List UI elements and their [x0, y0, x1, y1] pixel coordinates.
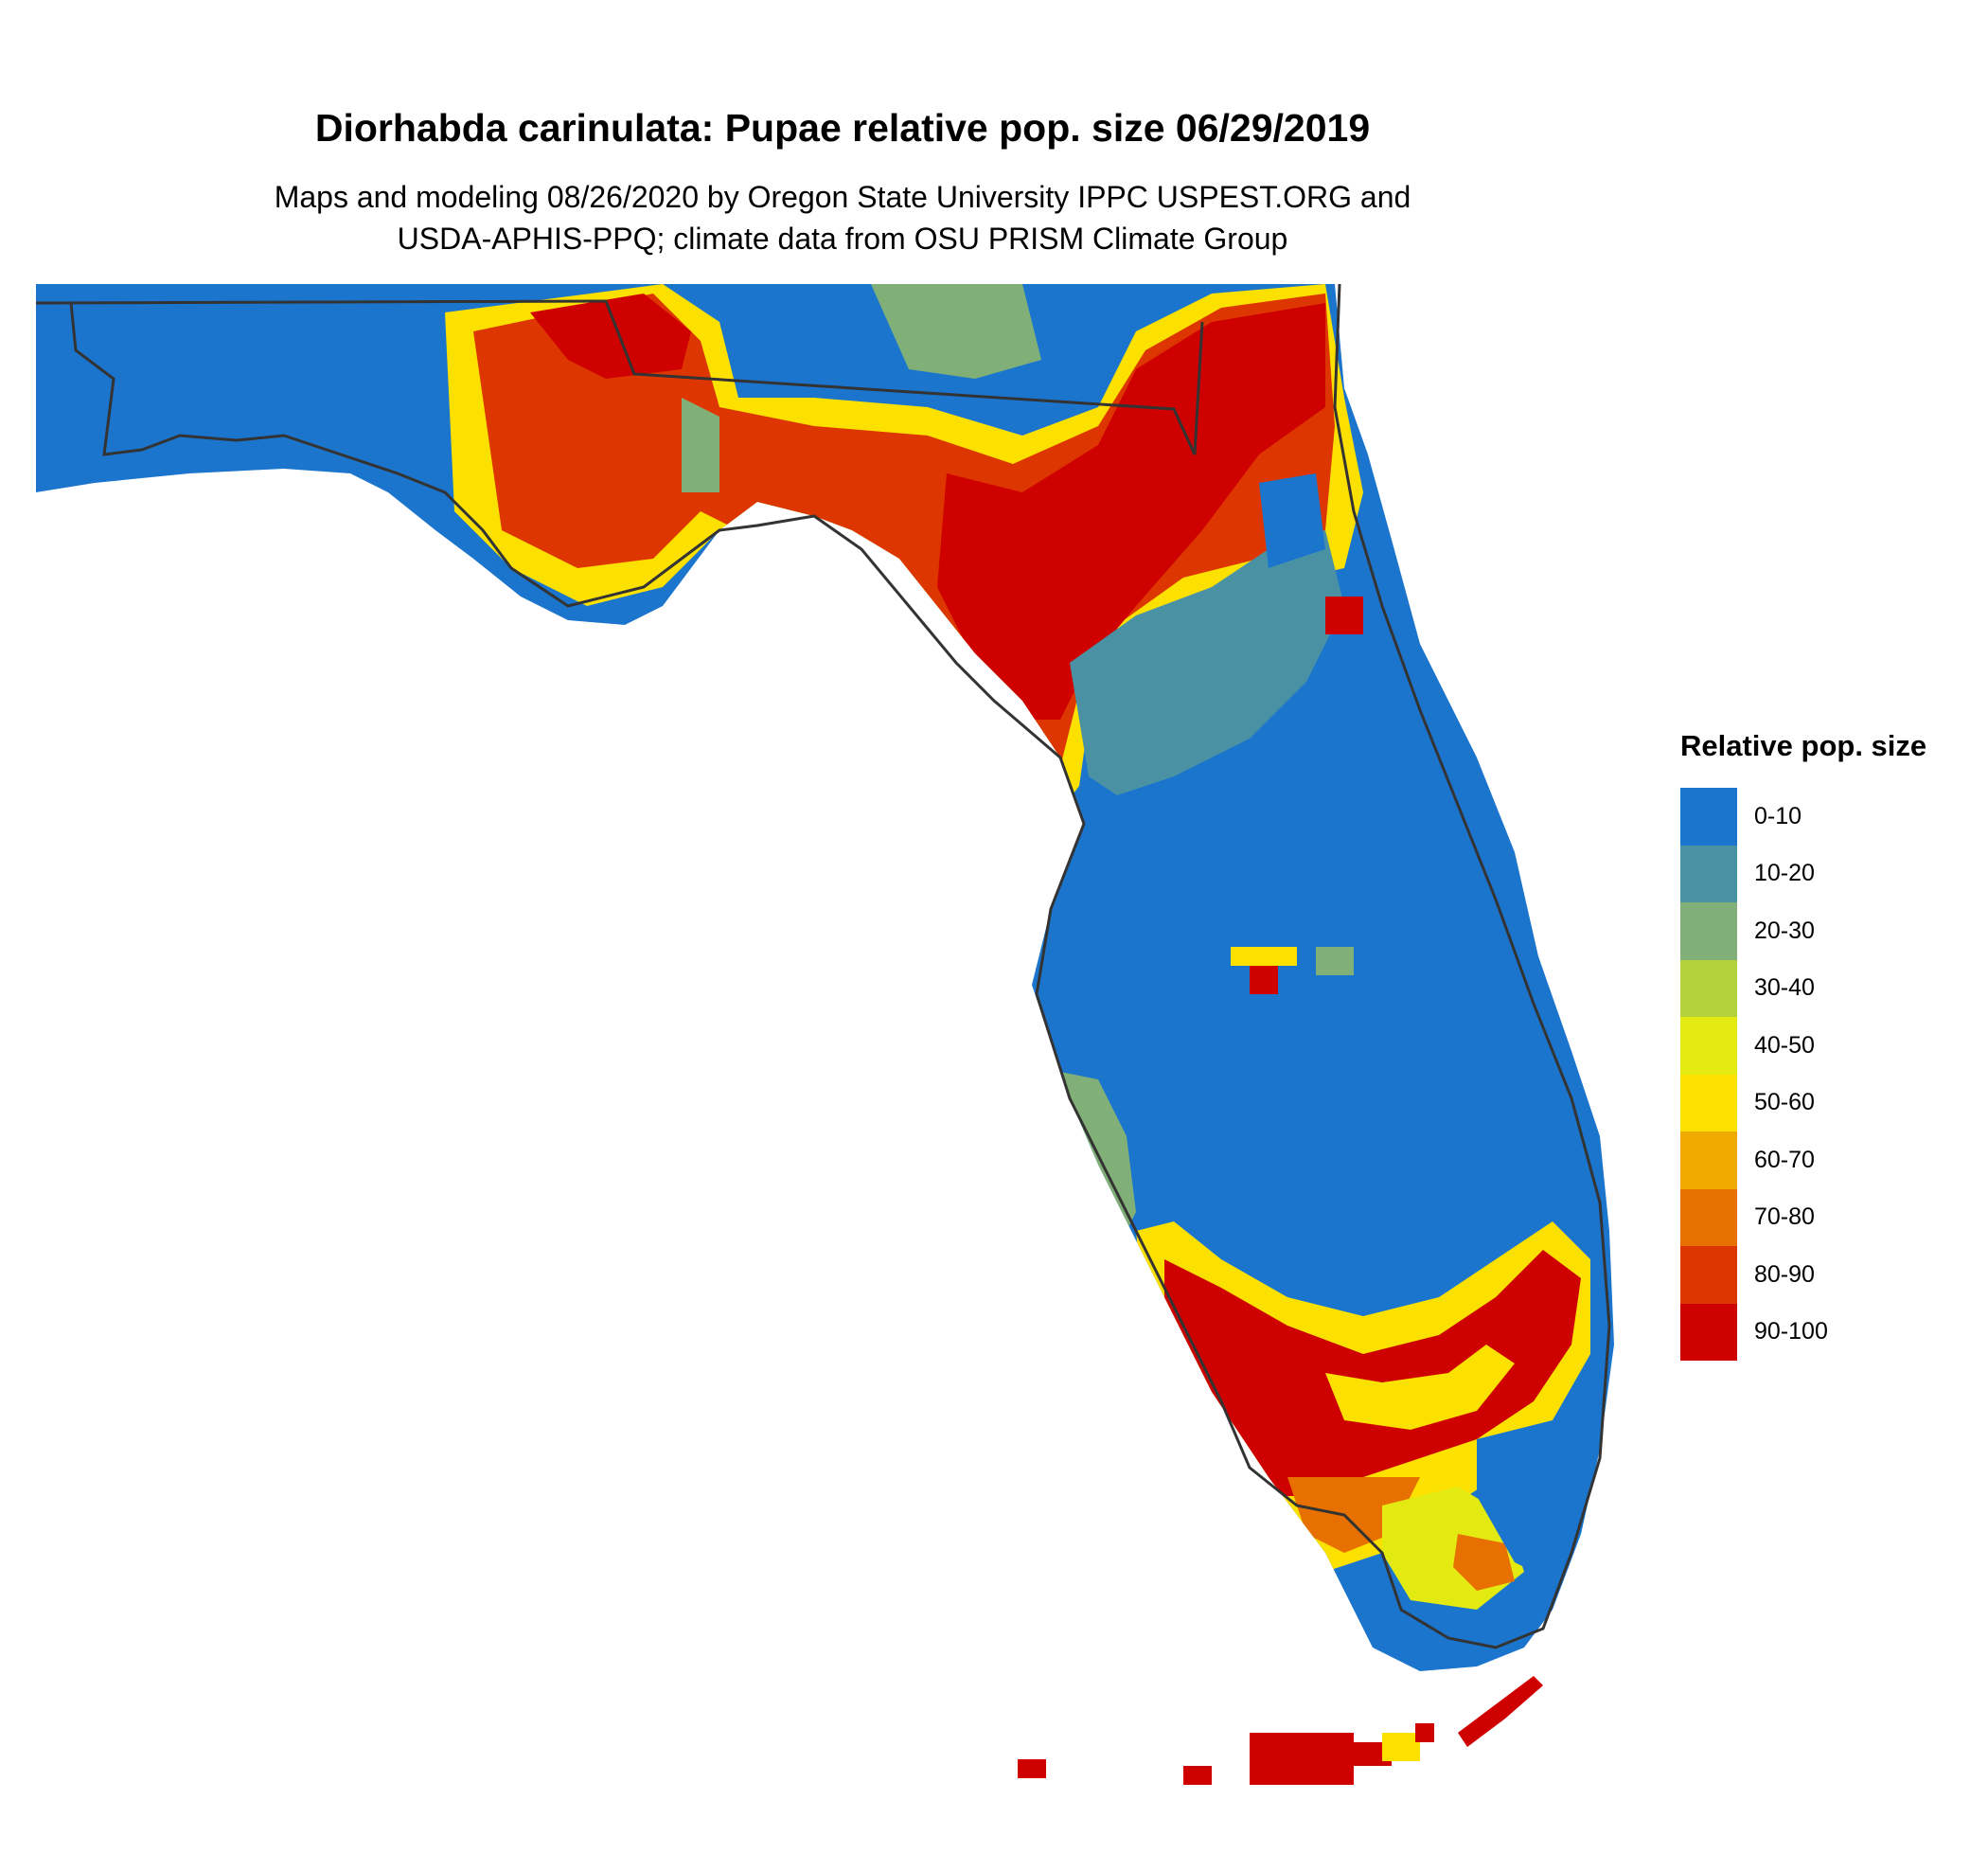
map-legend: Relative pop. size 0-10 10-20 20-30 30-40 40…	[1680, 729, 1926, 1361]
legend-swatch	[1680, 1017, 1737, 1075]
legend-label: 70-80	[1754, 1203, 1815, 1231]
legend-label: 80-90	[1754, 1260, 1815, 1288]
raster-band-0-10	[1259, 473, 1325, 568]
key-island	[1458, 1676, 1543, 1747]
legend-swatch	[1680, 1132, 1737, 1189]
subtitle-line-1: Maps and modeling 08/26/2020 by Oregon S…	[274, 180, 1411, 214]
map-title: Diorhabda carinulata: Pupae relative pop…	[314, 106, 1371, 150]
legend-item: 90-100	[1680, 1303, 1926, 1361]
legend-label: 10-20	[1754, 860, 1815, 887]
key-island	[1382, 1733, 1420, 1761]
legend-item: 0-10	[1680, 788, 1926, 846]
legend-label: 30-40	[1754, 974, 1815, 1002]
legend-swatch	[1680, 1074, 1737, 1132]
boundary-lines	[35, 283, 1611, 1649]
legend-item: 40-50	[1680, 1017, 1926, 1075]
legend-item: 20-30	[1680, 902, 1926, 960]
raster-band-20-30	[871, 284, 1041, 379]
state-border	[35, 299, 1204, 455]
key-island	[1415, 1723, 1434, 1742]
legend-swatch	[1680, 1303, 1737, 1361]
coastline	[69, 283, 1611, 1649]
florida-keys	[1018, 1676, 1543, 1785]
legend-swatch	[1680, 788, 1737, 846]
legend-label: 40-50	[1754, 1031, 1815, 1059]
legend-items: 0-10 10-20 20-30 30-40 40-50 50-60 60-70 70-80 8…	[1680, 788, 1926, 1361]
legend-label: 60-70	[1754, 1146, 1815, 1173]
raster-band-90-100	[1164, 1250, 1581, 1496]
raster-spot-90-100	[1325, 597, 1363, 634]
map-subtitle: Maps and modeling 08/26/2020 by Oregon S…	[0, 176, 1685, 259]
legend-title: Relative pop. size	[1680, 729, 1927, 762]
legend-item: 30-40	[1680, 959, 1926, 1017]
legend-item: 70-80	[1680, 1188, 1926, 1246]
key-island	[1250, 1733, 1354, 1785]
key-island	[1018, 1759, 1046, 1778]
legend-swatch	[1680, 1246, 1737, 1304]
legend-label: 0-10	[1754, 802, 1802, 829]
legend-item: 50-60	[1680, 1074, 1926, 1132]
key-island	[1183, 1766, 1212, 1785]
raster-band-10-20	[1070, 530, 1344, 795]
raster-band-70-80	[1453, 1534, 1515, 1591]
legend-item: 10-20	[1680, 845, 1926, 902]
legend-swatch	[1680, 959, 1737, 1017]
raster-band-20-30	[682, 398, 719, 492]
legend-swatch	[1680, 902, 1737, 960]
legend-swatch	[1680, 1188, 1737, 1246]
raster-band-90-100	[530, 294, 691, 379]
raster-spot-90-100	[1250, 966, 1278, 994]
subtitle-line-2: USDA-APHIS-PPQ; climate data from OSU PR…	[397, 222, 1288, 256]
raster-spot-20-30	[1316, 947, 1354, 975]
raster-spot-50-60	[1231, 947, 1297, 966]
legend-label: 20-30	[1754, 917, 1815, 944]
raster-band-90-100	[937, 303, 1325, 720]
population-raster	[36, 284, 1614, 1671]
legend-swatch	[1680, 845, 1737, 902]
legend-label: 50-60	[1754, 1089, 1815, 1116]
legend-item: 80-90	[1680, 1246, 1926, 1304]
raster-band-50-60	[1325, 1345, 1515, 1430]
legend-item: 60-70	[1680, 1132, 1926, 1189]
legend-label: 90-100	[1754, 1318, 1828, 1345]
